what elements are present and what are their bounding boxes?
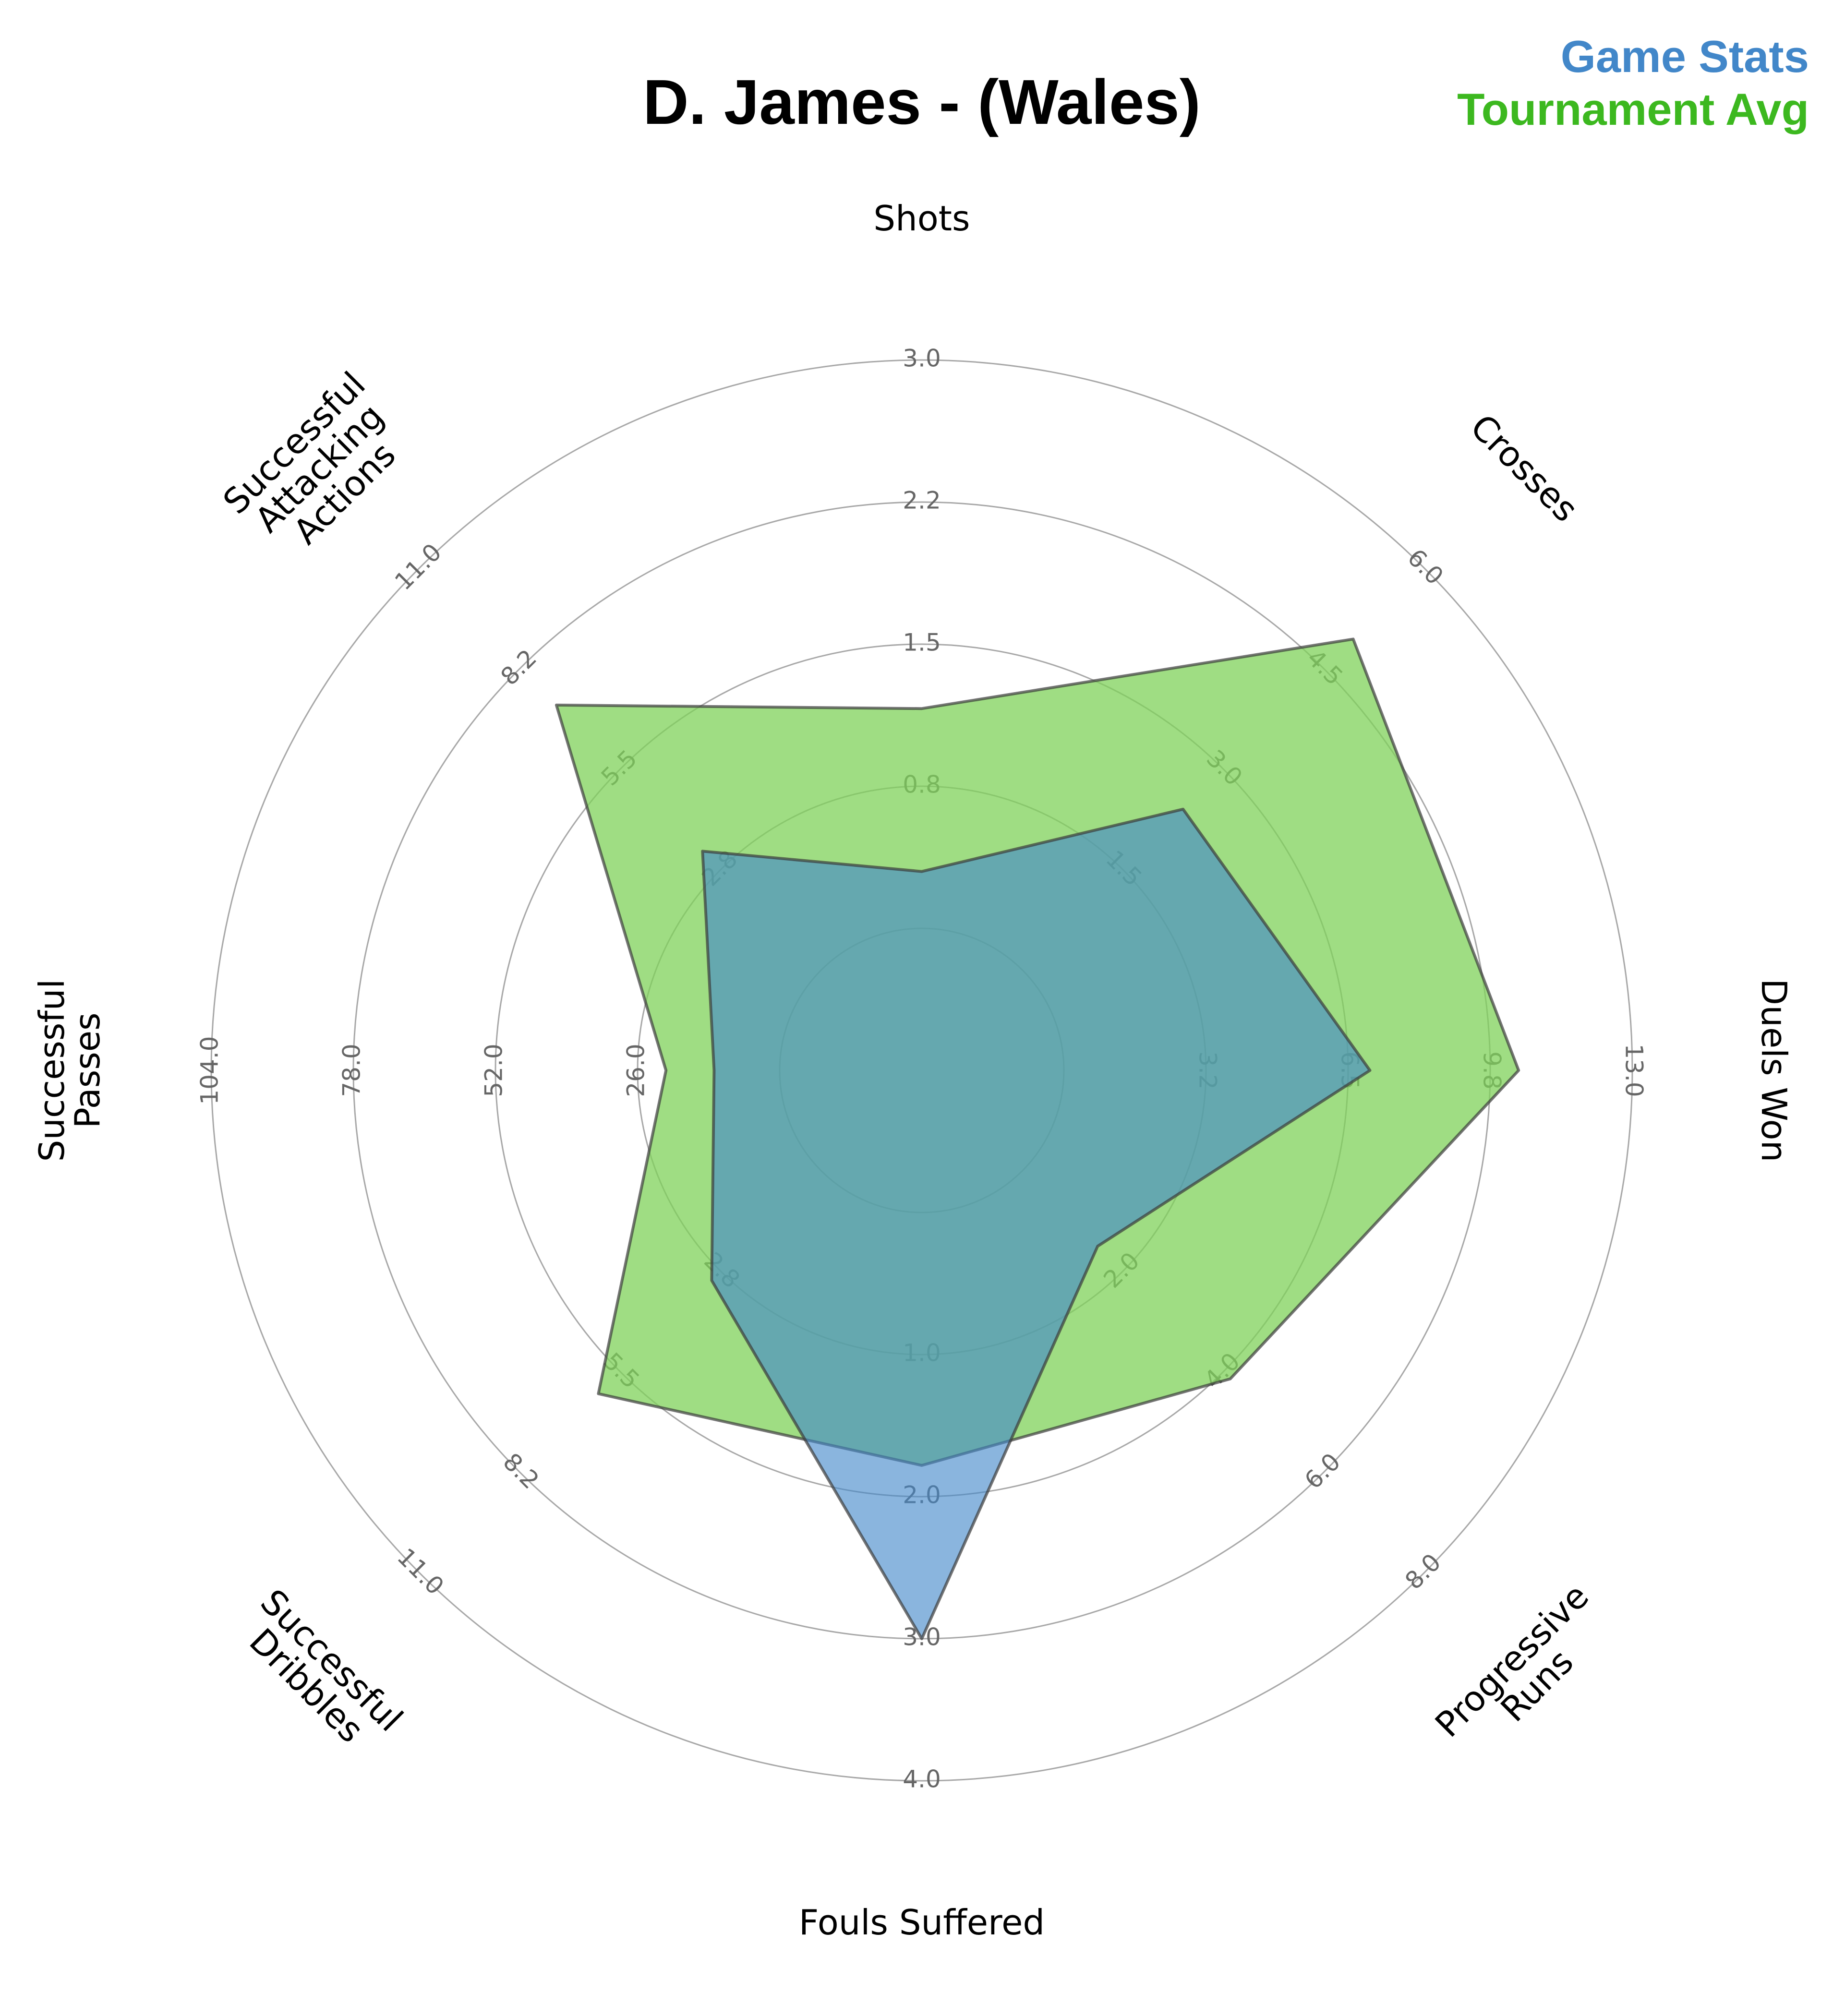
radar-series — [555, 637, 1520, 1640]
legend-game-stats: Game Stats — [1561, 31, 1809, 82]
legend-tournament-avg: Tournament Avg — [1457, 84, 1809, 134]
axis-label-line: Successful — [32, 979, 72, 1162]
axis-label: Duels Won — [1754, 979, 1794, 1162]
tick-label: 11.0 — [389, 538, 447, 596]
tick-label: 6.0 — [1299, 1448, 1346, 1494]
tick-label: 26.0 — [622, 1044, 650, 1097]
tick-label: 52.0 — [480, 1044, 508, 1097]
tick-label: 78.0 — [338, 1044, 366, 1097]
grid-ring — [210, 359, 1633, 1782]
axis-label-line: Duels Won — [1754, 979, 1794, 1162]
tick-label: 104.0 — [196, 1036, 224, 1104]
tick-label: 3.0 — [903, 345, 941, 372]
tick-label: 8.2 — [495, 644, 542, 691]
axis-label: SuccessfulAttackingActions — [215, 364, 423, 572]
axis-label: Crosses — [1463, 407, 1586, 530]
tick-label: 11.0 — [392, 1543, 449, 1600]
axis-label: Shots — [873, 198, 970, 239]
tick-label: 8.2 — [498, 1448, 544, 1494]
tick-label: 8.0 — [1399, 1548, 1446, 1595]
tick-label: 2.2 — [903, 487, 941, 515]
axis-label-line: Fouls Suffered — [799, 1902, 1045, 1943]
axis-label: SuccessfulDribbles — [228, 1582, 410, 1764]
axis-label-line: Passes — [67, 1012, 108, 1128]
tick-label: 13.0 — [1620, 1044, 1648, 1097]
tick-label: 4.0 — [903, 1765, 941, 1793]
tick-label: 1.5 — [903, 629, 941, 657]
axis-label: SuccessfulPasses — [32, 979, 108, 1162]
axis-label-line: Shots — [873, 198, 970, 239]
chart-title: D. James - (Wales) — [643, 67, 1201, 137]
axis-label: Fouls Suffered — [799, 1902, 1045, 1943]
tick-label: 6.0 — [1402, 543, 1448, 590]
axis-label: ProgressiveRuns — [1427, 1576, 1622, 1770]
series-polygon-game-stats — [701, 807, 1372, 1640]
axis-label-line: Crosses — [1463, 407, 1586, 530]
